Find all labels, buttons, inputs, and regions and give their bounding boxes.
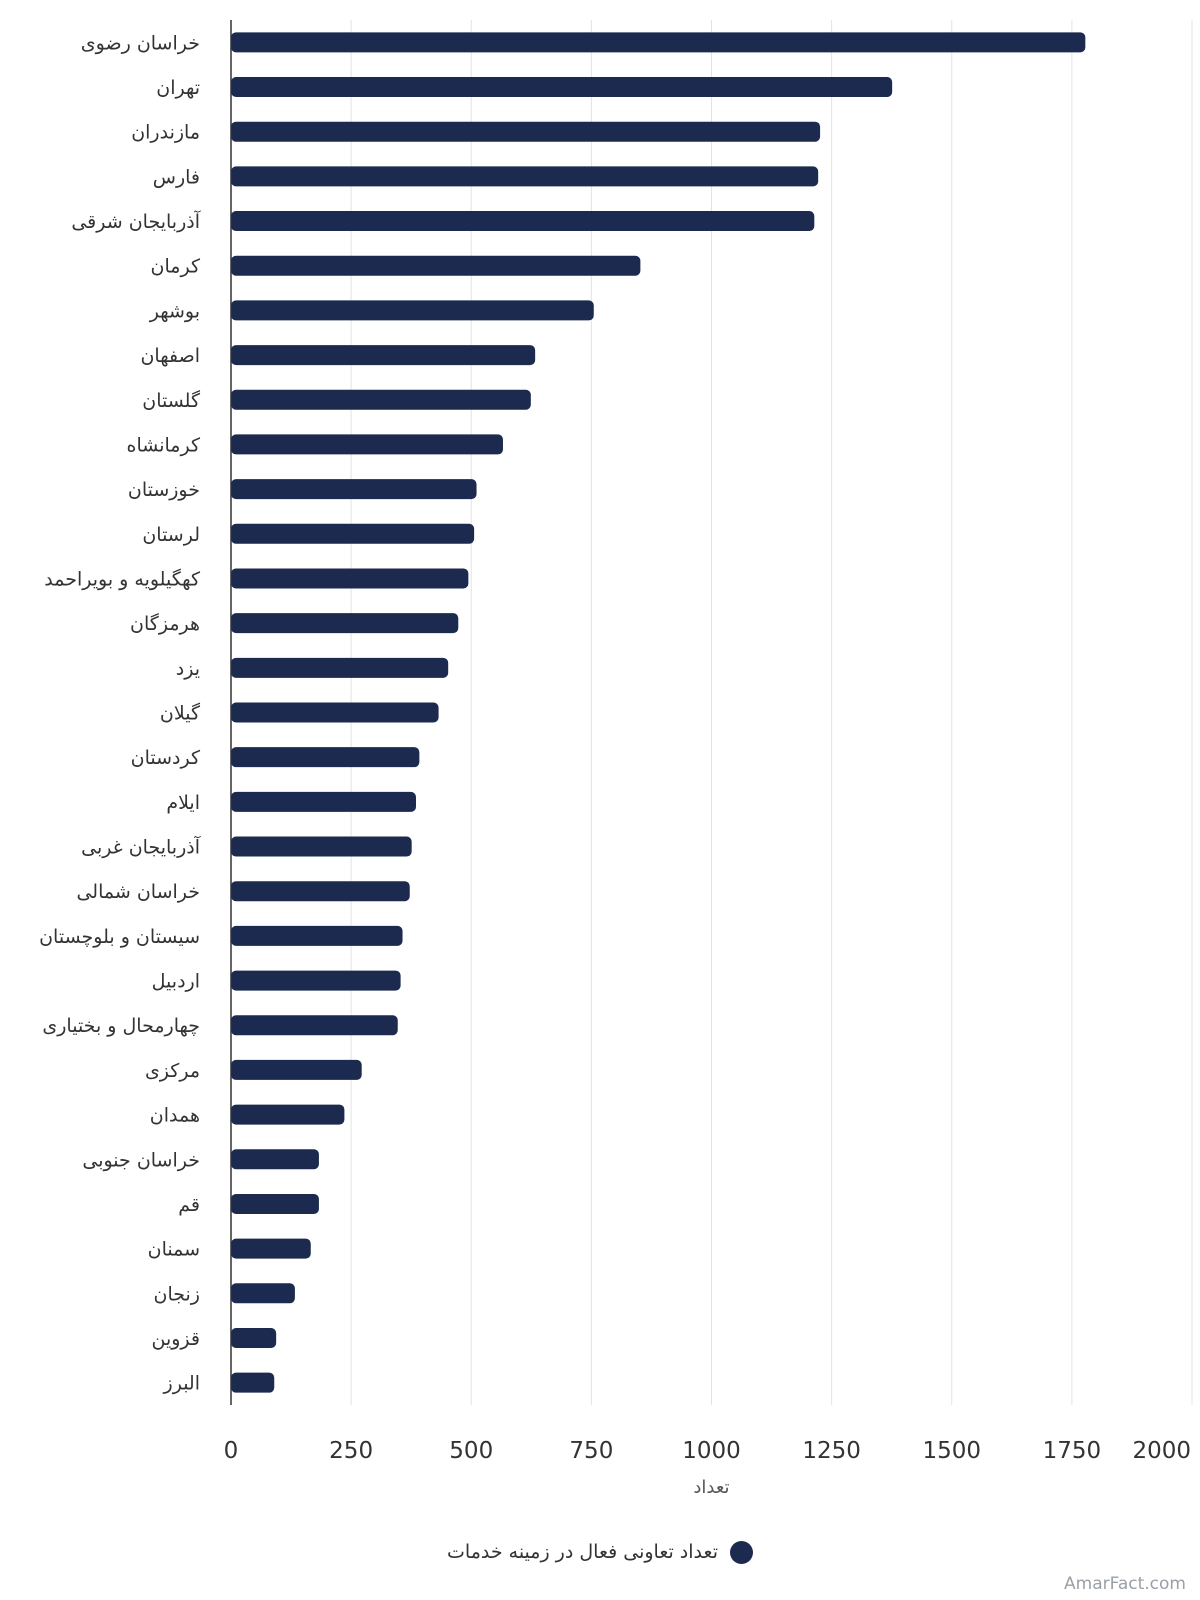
bar-6 bbox=[231, 300, 594, 321]
bar-17 bbox=[231, 791, 416, 812]
bar-27 bbox=[231, 1238, 311, 1259]
bar-9 bbox=[231, 434, 503, 455]
x-tick-label-4: 1000 bbox=[682, 1438, 741, 1464]
x-tick-label-5: 1250 bbox=[802, 1438, 861, 1464]
category-label-24: همدان bbox=[150, 1105, 200, 1127]
category-label-20: سیستان و بلوچستان bbox=[39, 926, 200, 948]
bar-19 bbox=[231, 881, 410, 902]
x-tick-label-8: 2000 bbox=[1132, 1438, 1191, 1464]
category-label-19: خراسان شمالی bbox=[76, 881, 200, 903]
category-label-25: خراسان جنوبی bbox=[82, 1149, 200, 1171]
bar-25 bbox=[231, 1149, 319, 1170]
category-label-2: مازندران bbox=[131, 122, 200, 144]
bar-12 bbox=[231, 568, 469, 589]
x-tick-label-6: 1500 bbox=[922, 1438, 981, 1464]
category-label-17: ایلام bbox=[166, 792, 200, 814]
bar-10 bbox=[231, 479, 477, 500]
x-tick-label-3: 750 bbox=[569, 1438, 613, 1464]
category-label-27: سمنان bbox=[148, 1239, 200, 1261]
category-label-12: کهگیلویه و بویراحمد bbox=[44, 567, 201, 590]
bar-18 bbox=[231, 836, 412, 857]
category-label-29: قزوین bbox=[152, 1328, 201, 1350]
category-label-15: گیلان bbox=[160, 702, 201, 725]
category-label-0: خراسان رضوی bbox=[81, 32, 200, 54]
bar-30 bbox=[231, 1372, 275, 1393]
bar-24 bbox=[231, 1104, 345, 1125]
x-tick-label-2: 500 bbox=[449, 1438, 493, 1464]
bar-3 bbox=[231, 166, 819, 187]
category-label-1: تهران bbox=[156, 77, 200, 99]
bar-5 bbox=[231, 255, 641, 276]
category-label-21: اردبیل bbox=[152, 971, 200, 993]
legend-marker bbox=[729, 1540, 753, 1564]
category-label-30: البرز bbox=[163, 1373, 200, 1395]
bar-23 bbox=[231, 1059, 362, 1080]
category-label-13: هرمزگان bbox=[130, 612, 200, 635]
bar-13 bbox=[231, 613, 459, 634]
category-label-5: کرمان bbox=[151, 256, 201, 278]
bar-26 bbox=[231, 1193, 319, 1214]
category-label-28: زنجان bbox=[154, 1283, 200, 1305]
category-label-16: کردستان bbox=[131, 747, 201, 769]
bar-8 bbox=[231, 389, 531, 410]
bar-7 bbox=[231, 345, 536, 366]
category-label-3: فارس bbox=[153, 166, 200, 188]
x-tick-label-7: 1750 bbox=[1043, 1438, 1102, 1464]
bar-14 bbox=[231, 657, 449, 678]
category-label-11: لرستان bbox=[142, 524, 200, 546]
bar-1 bbox=[231, 77, 893, 98]
category-label-9: کرمانشاه bbox=[127, 434, 201, 456]
category-label-4: آذربایجان شرقی bbox=[71, 209, 200, 233]
category-label-22: چهارمحال و بختیاری bbox=[42, 1015, 200, 1037]
category-label-26: قم bbox=[178, 1194, 200, 1216]
bar-16 bbox=[231, 747, 420, 768]
bar-0 bbox=[231, 32, 1086, 53]
category-label-23: مرکزی bbox=[145, 1060, 200, 1082]
bar-22 bbox=[231, 1015, 398, 1036]
chart-svg: خراسان رضوی تهران مازندران فارس آذربایجان شر… bbox=[39, 20, 1193, 1498]
category-label-18: آذربایجان غربی bbox=[81, 835, 201, 859]
category-label-14: یزد bbox=[176, 658, 200, 680]
category-label-6: بوشهر bbox=[149, 300, 200, 322]
bar-2 bbox=[231, 121, 821, 142]
category-label-10: خوزستان bbox=[128, 479, 200, 501]
x-tick-label-1: 250 bbox=[329, 1438, 373, 1464]
category-label-7: اصفهان bbox=[140, 345, 200, 367]
bar-4 bbox=[231, 211, 815, 232]
bar-11 bbox=[231, 523, 475, 544]
bar-28 bbox=[231, 1283, 295, 1304]
legend-label: تعداد تعاونی فعال در زمینه خدمات bbox=[447, 1541, 718, 1563]
watermark: AmarFact.com bbox=[1064, 1574, 1186, 1594]
bar-15 bbox=[231, 702, 439, 723]
x-axis-title: تعداد bbox=[693, 1477, 729, 1498]
bar-29 bbox=[231, 1327, 277, 1348]
category-label-8: گلستان bbox=[142, 389, 201, 412]
bar-chart: خراسان رضوی تهران مازندران فارس آذربایجان شر… bbox=[39, 20, 1193, 1498]
bar-20 bbox=[231, 925, 403, 946]
bar-21 bbox=[231, 970, 401, 991]
x-tick-label-0: 0 bbox=[224, 1438, 239, 1464]
chart-legend[interactable]: تعداد تعاونی فعال در زمینه خدمات bbox=[0, 1537, 1200, 1567]
